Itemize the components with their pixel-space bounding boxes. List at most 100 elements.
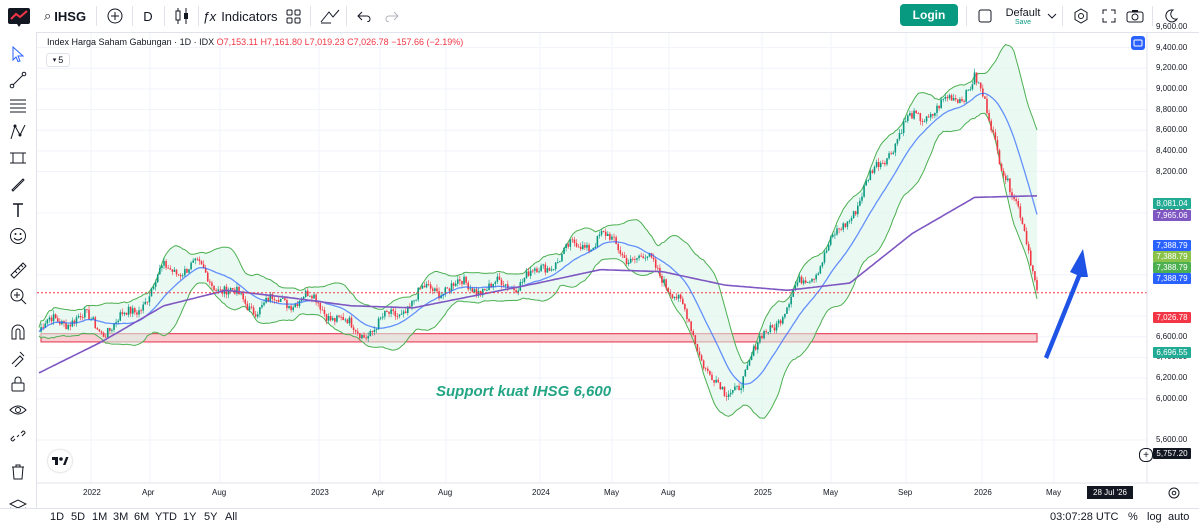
- candle-body: [1034, 271, 1036, 281]
- eye-icon[interactable]: [6, 398, 30, 422]
- fib-retracement-icon[interactable]: [6, 94, 30, 118]
- auto-toggle[interactable]: auto: [1168, 511, 1190, 523]
- candle-body: [971, 84, 974, 90]
- candle-body: [829, 236, 832, 245]
- symbol-search[interactable]: ⌕ IHSG: [44, 0, 92, 32]
- trend-line-icon[interactable]: [6, 68, 30, 92]
- candle-body: [594, 246, 597, 249]
- candle-body: [125, 312, 128, 315]
- range-button-6m[interactable]: 6M: [134, 511, 150, 523]
- candle-body: [94, 317, 97, 329]
- layout-icon[interactable]: [974, 0, 996, 32]
- undo-icon[interactable]: [354, 0, 374, 32]
- brush-icon[interactable]: [6, 172, 30, 196]
- candle-body: [665, 279, 667, 289]
- utc-clock[interactable]: 03:07:28 UTC: [1050, 511, 1119, 523]
- compare-add-icon[interactable]: [104, 0, 126, 32]
- candle-body: [213, 285, 215, 291]
- candle-body: [240, 293, 242, 295]
- candle-body: [156, 274, 159, 283]
- range-button-ytd[interactable]: YTD: [155, 511, 177, 523]
- candle-body: [900, 133, 903, 134]
- range-button-1m[interactable]: 1M: [92, 511, 108, 523]
- interval-button[interactable]: D: [143, 8, 153, 24]
- zoom-in-icon[interactable]: [6, 284, 30, 308]
- tradingview-logo[interactable]: [48, 450, 72, 472]
- candle-body: [367, 336, 369, 339]
- chart-legend: Index Harga Saham Gabungan · 1D · IDX O7…: [47, 37, 463, 47]
- alert-icon[interactable]: [318, 0, 342, 32]
- candle-body: [848, 220, 851, 222]
- emoji-icon[interactable]: [6, 224, 30, 248]
- fullscreen-icon[interactable]: [1098, 0, 1120, 32]
- redo-icon[interactable]: [382, 0, 402, 32]
- time-tick-label: Aug: [438, 488, 453, 497]
- candle-body: [446, 287, 449, 289]
- candle-body: [650, 253, 653, 258]
- candle-body: [215, 290, 217, 292]
- candle-body: [950, 95, 953, 101]
- projection-icon[interactable]: [6, 146, 30, 170]
- indicators-collapse-button[interactable]: ▾ 5: [46, 53, 70, 67]
- stay-drawing-icon[interactable]: [6, 346, 30, 370]
- candle-body: [404, 311, 407, 314]
- theme-toggle-icon[interactable]: [1160, 0, 1182, 32]
- trash-icon[interactable]: [6, 460, 30, 484]
- text-icon[interactable]: [6, 198, 30, 222]
- candle-body: [682, 298, 684, 305]
- pattern-icon[interactable]: [6, 120, 30, 144]
- range-button-5d[interactable]: 5D: [71, 511, 86, 523]
- candle-body: [306, 290, 309, 296]
- candles-icon[interactable]: [172, 0, 192, 32]
- time-tick-label: Apr: [372, 488, 385, 497]
- log-toggle[interactable]: log: [1147, 511, 1162, 523]
- range-button-1y[interactable]: 1Y: [183, 511, 197, 523]
- candle-body: [646, 256, 649, 258]
- settings-icon[interactable]: [1070, 0, 1092, 32]
- candle-body: [529, 270, 532, 276]
- time-axis-settings-icon[interactable]: [1167, 486, 1181, 500]
- candle-body: [736, 385, 738, 387]
- candle-body: [884, 162, 886, 165]
- range-button-3m[interactable]: 3M: [113, 511, 129, 523]
- templates-icon[interactable]: [282, 0, 304, 32]
- chevron-down-icon[interactable]: [1046, 0, 1058, 32]
- candle-body: [988, 113, 990, 121]
- range-button-5y[interactable]: 5Y: [204, 511, 218, 523]
- bottom-toolbar: 1D 5D 1M 3M 6M YTD 1Y 5Y All 03:07:28 UTC % log …: [0, 508, 1199, 528]
- logo-icon[interactable]: [4, 0, 34, 32]
- candle-body: [86, 309, 88, 310]
- support-annotation[interactable]: Support kuat IHSG 6,600: [436, 383, 612, 400]
- indicators-button[interactable]: ƒx Indicators: [202, 0, 277, 32]
- link-icon[interactable]: [6, 424, 30, 448]
- range-button-all[interactable]: All: [225, 511, 238, 523]
- layout-menu[interactable]: Default Save: [1000, 0, 1046, 32]
- percent-toggle[interactable]: %: [1128, 511, 1138, 523]
- candle-body: [256, 314, 259, 317]
- candle-body: [461, 280, 463, 285]
- candle-body: [481, 288, 484, 296]
- candle-body: [694, 335, 697, 344]
- candle-body: [102, 332, 105, 337]
- login-button[interactable]: Login: [900, 4, 958, 26]
- magnet-icon[interactable]: [6, 320, 30, 344]
- add-crosshair-icon[interactable]: +: [1139, 448, 1153, 462]
- candle-body: [361, 334, 363, 339]
- cursor-icon[interactable]: [6, 42, 30, 66]
- camera-icon[interactable]: [1124, 0, 1146, 32]
- candle-body: [615, 237, 617, 244]
- candle-body: [486, 290, 488, 291]
- candle-body: [865, 180, 867, 186]
- candle-body: [140, 310, 142, 312]
- ruler-icon[interactable]: [6, 258, 30, 282]
- lock-icon[interactable]: [6, 372, 30, 396]
- candle-body: [567, 244, 570, 247]
- legend-change: −157.66 (−2.19%): [391, 37, 464, 47]
- chart-area[interactable]: [37, 26, 1199, 508]
- candle-body: [196, 258, 199, 260]
- candle-body: [127, 306, 130, 315]
- range-button-1d[interactable]: 1D: [50, 511, 65, 523]
- candle-body: [550, 269, 553, 271]
- price-chart[interactable]: [37, 26, 1199, 508]
- scale-settings-icon[interactable]: [1131, 36, 1145, 50]
